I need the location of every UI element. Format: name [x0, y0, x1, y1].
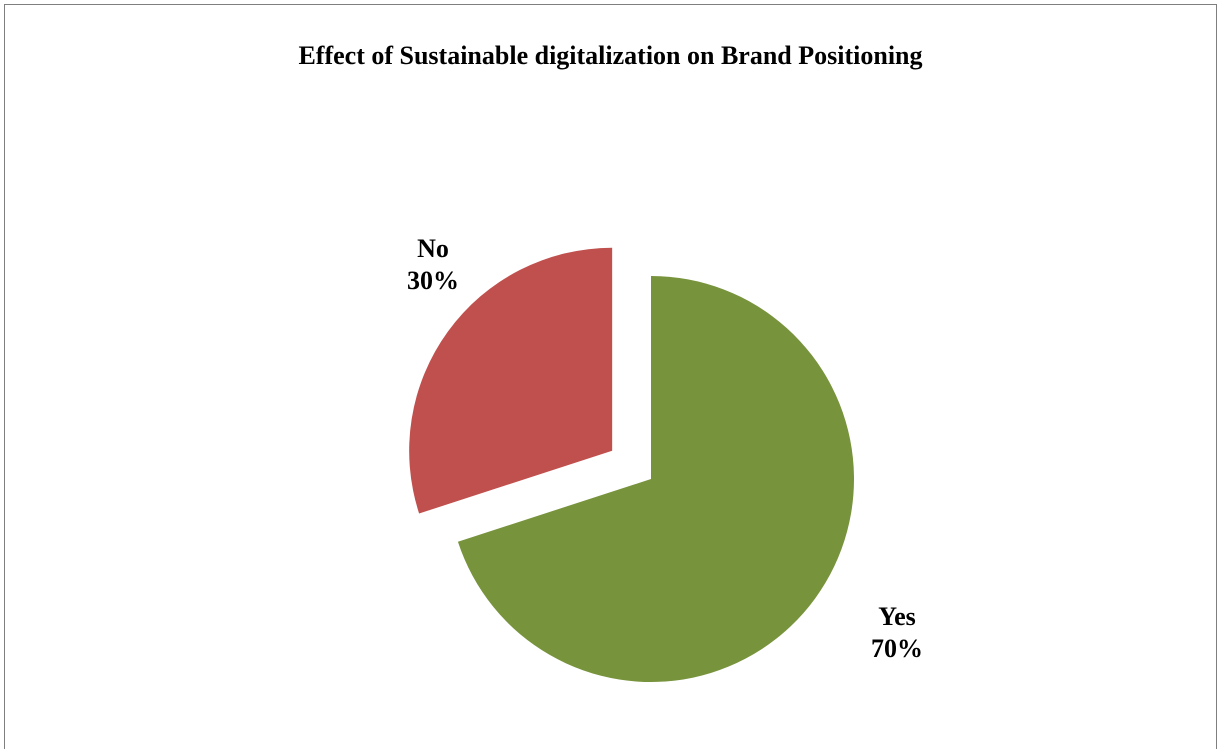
- data-label-no-percent: 30%: [407, 266, 459, 295]
- pie-slice-no: [409, 247, 613, 514]
- chart-frame: Effect of Sustainable digitalization on …: [4, 4, 1217, 749]
- chart-title: Effect of Sustainable digitalization on …: [298, 41, 923, 70]
- data-label-no-category: No: [417, 234, 449, 263]
- pie-chart: Yes 70% No 30%: [407, 234, 923, 682]
- pie-slice-yes: [457, 276, 854, 682]
- data-label-yes-category: Yes: [878, 602, 916, 631]
- data-label-yes-percent: 70%: [871, 634, 923, 663]
